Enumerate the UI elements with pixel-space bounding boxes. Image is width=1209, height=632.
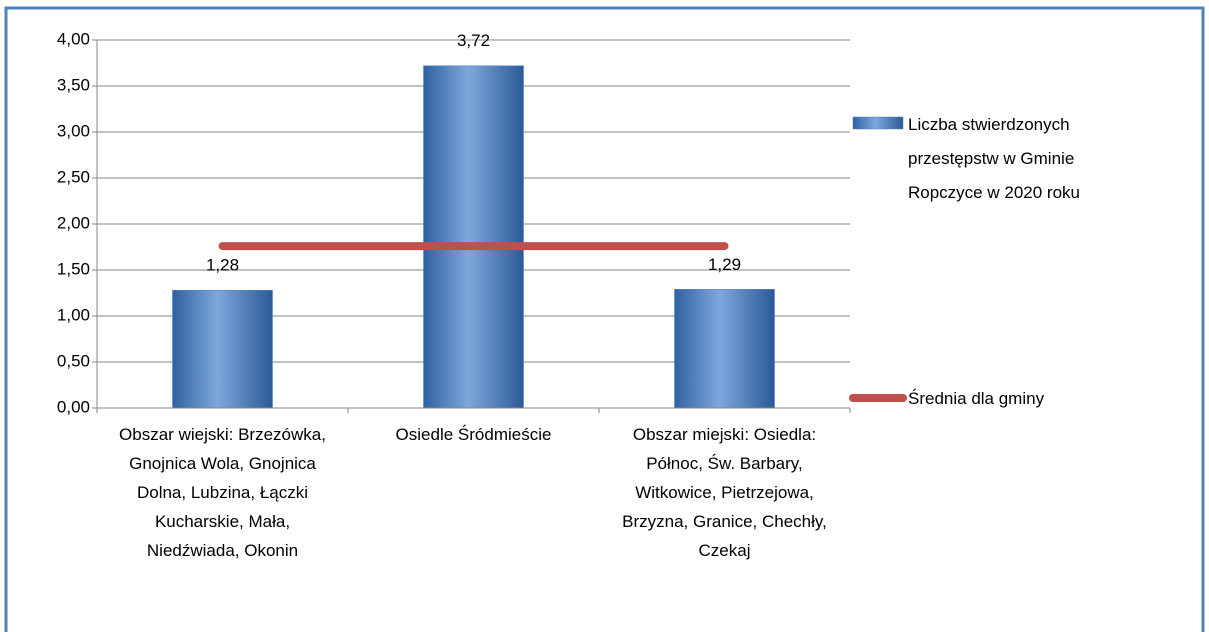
bar [423,65,524,409]
y-tick-label: 3,50 [57,75,90,94]
frame [4,6,1205,632]
x-tick-label-box: Osiedle Śródmieście [395,425,552,444]
bar [674,289,775,409]
x-tick-label: Obszar wiejski: Brzezówka, Gnojnica Wola… [119,425,326,560]
legend-label-box: Liczba stwierdzonych przestępstw w Gmini… [908,115,1080,202]
data-label: 1,28 [206,256,239,275]
legend-label-box: Średnia dla gminy [908,389,1045,408]
y-tick-label: 4,00 [57,29,90,48]
y-tick-label: 1,50 [57,259,90,278]
x-tick-label-box: Obszar miejski: Osiedla: Północ, Św. Bar… [622,425,827,560]
legend-swatch [852,116,904,130]
y-tick-label: 3,00 [57,121,90,140]
bar [172,289,273,409]
y-tick-label: 2,50 [57,167,90,186]
y-tick-label: 0,50 [57,351,90,370]
data-label: 1,29 [708,255,741,274]
x-tick-label: Osiedle Śródmieście [395,425,552,444]
y-tick-label: 0,00 [57,397,90,416]
y-tick-label: 2,00 [57,213,90,232]
legend-label: Liczba stwierdzonych przestępstw w Gmini… [908,115,1080,202]
y-tick-label: 1,00 [57,305,90,324]
data-label: 3,72 [457,31,490,50]
x-tick-label-box: Obszar wiejski: Brzezówka, Gnojnica Wola… [119,425,326,560]
x-tick-label: Obszar miejski: Osiedla: Północ, Św. Bar… [622,425,827,560]
legend-label: Średnia dla gminy [908,389,1045,408]
